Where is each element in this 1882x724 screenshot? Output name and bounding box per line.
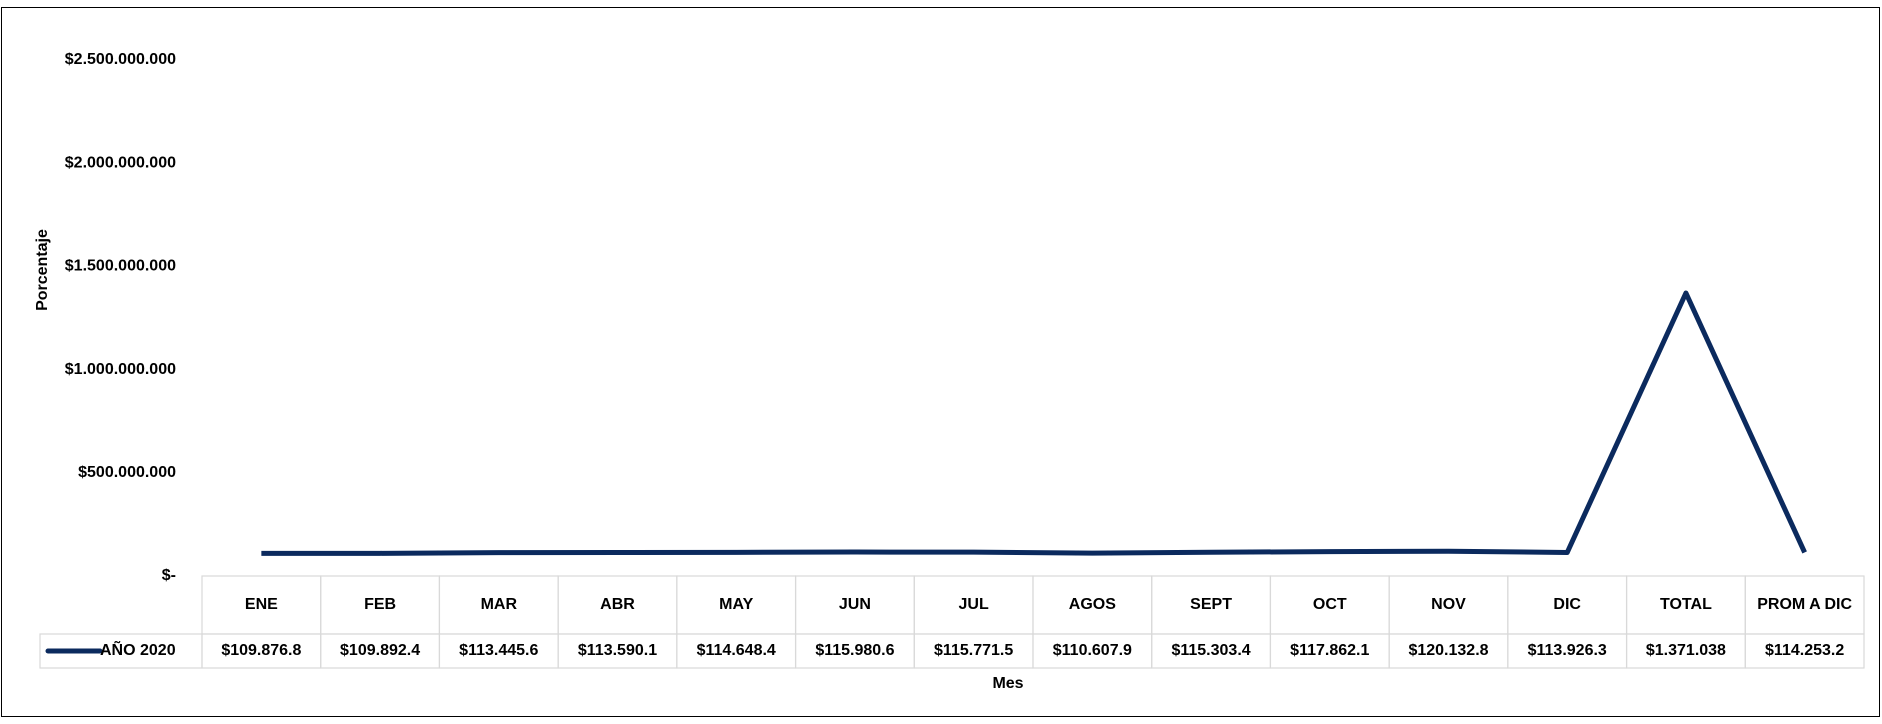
chart-border xyxy=(1,7,1880,717)
x-tick-label: ABR xyxy=(600,596,635,613)
table-cell xyxy=(1744,633,1865,669)
legend-label: AÑO 2020 xyxy=(100,639,176,659)
data-label: $120.132.8 xyxy=(1408,642,1488,659)
table-cell xyxy=(39,633,203,669)
data-label: $115.980.6 xyxy=(815,642,894,659)
data-label: $113.926.3 xyxy=(1528,642,1607,659)
x-tick-label: JUL xyxy=(959,596,989,613)
x-tick-label: NOV xyxy=(1431,596,1466,613)
data-label: $117.862.1 xyxy=(1290,642,1369,659)
data-label: $115.771.5 xyxy=(934,642,1013,659)
data-label: $113.590.1 xyxy=(578,642,657,659)
y-axis-title: Porcentaje xyxy=(34,229,51,311)
x-axis-title: Mes xyxy=(992,675,1023,692)
x-tick-label: MAR xyxy=(481,596,518,613)
x-tick-label: DIC xyxy=(1553,596,1581,613)
data-label: $109.892.4 xyxy=(340,642,420,659)
data-label: $114.253.2 xyxy=(1765,642,1844,659)
series-line xyxy=(261,290,1807,556)
data-label: $109.876.8 xyxy=(221,642,301,659)
y-tick-label: $2.000.000.000 xyxy=(65,154,176,171)
y-tick-label: $1.000.000.000 xyxy=(65,361,176,378)
x-tick-label: AGOS xyxy=(1069,596,1116,613)
x-tick-label: JUN xyxy=(839,596,871,613)
y-tick-label: $1.500.000.000 xyxy=(65,258,176,275)
x-tick-label: FEB xyxy=(364,596,396,613)
y-tick-label: $2.500.000.000 xyxy=(65,51,176,68)
y-tick-label: $500.000.000 xyxy=(78,464,176,481)
x-tick-label: SEPT xyxy=(1190,596,1232,613)
x-tick-label: PROM A DIC xyxy=(1757,596,1852,613)
x-tick-label: OCT xyxy=(1313,596,1347,613)
y-tick-label: $- xyxy=(162,567,176,584)
x-tick-label: TOTAL xyxy=(1660,596,1712,613)
data-label: $1.371.038 xyxy=(1646,642,1726,659)
x-tick-label: ENE xyxy=(245,596,278,613)
data-label: $114.648.4 xyxy=(697,642,776,659)
data-label: $110.607.9 xyxy=(1053,642,1132,659)
data-label: $115.303.4 xyxy=(1171,642,1250,659)
x-tick-label: MAY xyxy=(719,596,753,613)
data-label: $113.445.6 xyxy=(459,642,538,659)
